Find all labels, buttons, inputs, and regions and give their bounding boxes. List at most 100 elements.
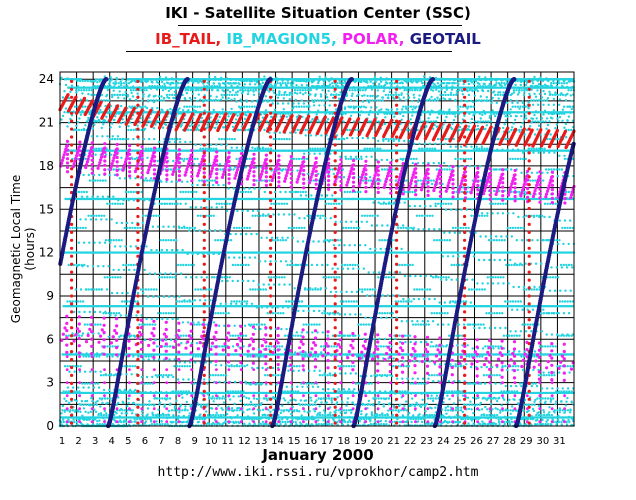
magion5-point bbox=[344, 251, 348, 254]
magion5-point bbox=[295, 105, 298, 108]
magion5-point bbox=[418, 214, 421, 217]
magion5-point bbox=[74, 226, 77, 230]
magion5-point bbox=[497, 420, 501, 424]
magion5-point bbox=[363, 214, 366, 217]
magion5-point bbox=[430, 374, 434, 377]
magion5-point bbox=[485, 312, 488, 315]
magion5-point bbox=[346, 190, 349, 194]
magion5-point bbox=[235, 300, 238, 303]
magion5-point bbox=[502, 390, 506, 393]
magion5-point bbox=[363, 147, 366, 150]
magion5-point bbox=[218, 197, 221, 201]
magion5-point bbox=[289, 263, 292, 267]
magion5-point bbox=[355, 149, 359, 152]
magion5-point bbox=[143, 179, 146, 182]
magion5-point bbox=[420, 147, 424, 150]
magion5-point bbox=[310, 149, 313, 152]
magion5-point bbox=[511, 111, 514, 114]
magion5-point bbox=[402, 105, 405, 108]
magion5-point bbox=[556, 149, 559, 152]
magion5-point bbox=[377, 416, 380, 419]
magion5-point bbox=[327, 197, 330, 201]
magion5-point bbox=[341, 416, 344, 419]
magion5-point bbox=[277, 93, 281, 97]
magion5-point bbox=[238, 226, 241, 230]
magion5-point bbox=[180, 251, 183, 254]
magion5-point bbox=[266, 374, 269, 377]
magion5-point bbox=[254, 147, 257, 150]
magion5-point bbox=[542, 312, 546, 315]
magion5-point bbox=[414, 323, 417, 326]
magion5-point bbox=[275, 93, 278, 97]
magion5-point bbox=[558, 86, 561, 89]
magion5-point bbox=[558, 300, 562, 303]
magion5-point bbox=[280, 409, 283, 412]
magion5-point bbox=[171, 251, 174, 254]
magion5-point bbox=[377, 345, 380, 348]
magion5-point bbox=[357, 382, 360, 385]
magion5-point bbox=[505, 263, 508, 267]
magion5-point bbox=[524, 323, 527, 326]
magion5-point bbox=[299, 89, 302, 92]
magion5-point bbox=[559, 263, 563, 267]
magion5-point bbox=[381, 251, 384, 254]
magion5-point bbox=[139, 403, 143, 406]
magion5-point bbox=[66, 365, 69, 368]
magion5-point bbox=[514, 105, 517, 108]
magion5-point bbox=[503, 86, 506, 89]
magion5-point bbox=[195, 323, 199, 326]
magion5-point bbox=[117, 82, 120, 85]
magion5-point bbox=[400, 197, 403, 201]
magion5-point bbox=[219, 168, 222, 171]
magion5-point bbox=[536, 397, 539, 400]
magion5-point bbox=[71, 226, 74, 230]
magion5-point bbox=[421, 85, 425, 88]
magion5-point bbox=[397, 226, 400, 230]
magion5-point bbox=[220, 93, 223, 97]
magion5-point bbox=[526, 251, 529, 254]
magion5-point bbox=[473, 197, 476, 201]
magion5-point bbox=[389, 305, 392, 308]
magion5-point bbox=[490, 251, 494, 254]
magion5-point bbox=[281, 420, 284, 424]
magion5-point bbox=[151, 353, 154, 356]
magion5-point bbox=[150, 423, 154, 426]
magion5-point bbox=[320, 111, 323, 114]
magion5-point bbox=[88, 251, 92, 254]
magion5-point bbox=[126, 226, 129, 230]
magion5-point bbox=[404, 105, 407, 108]
magion5-point bbox=[284, 420, 287, 424]
magion5-point bbox=[246, 355, 249, 358]
magion5-point bbox=[146, 251, 149, 254]
magion5-point bbox=[319, 345, 323, 348]
magion5-point bbox=[217, 312, 220, 315]
magion5-point bbox=[353, 403, 356, 406]
magion5-point bbox=[225, 93, 229, 97]
magion5-point bbox=[453, 305, 456, 308]
magion5-point bbox=[65, 390, 68, 393]
magion5-point bbox=[317, 423, 320, 426]
magion5-point bbox=[158, 416, 162, 419]
magion5-point bbox=[399, 251, 402, 254]
magion5-point bbox=[160, 276, 164, 279]
magion5-point bbox=[419, 120, 422, 123]
magion5-point bbox=[316, 305, 319, 308]
magion5-point bbox=[107, 312, 110, 315]
magion5-point bbox=[302, 323, 305, 326]
magion5-point bbox=[381, 239, 384, 242]
magion5-point bbox=[482, 374, 486, 377]
magion5-point bbox=[314, 391, 318, 395]
magion5-point bbox=[310, 120, 313, 123]
magion5-point bbox=[81, 79, 84, 83]
magion5-point bbox=[522, 288, 525, 291]
magion5-point bbox=[305, 391, 308, 395]
magion5-point bbox=[506, 226, 509, 230]
magion5-point bbox=[371, 305, 374, 308]
magion5-point bbox=[251, 214, 254, 217]
magion5-point bbox=[339, 300, 343, 303]
magion5-point bbox=[68, 300, 72, 303]
magion5-point bbox=[308, 147, 312, 150]
magion5-point bbox=[275, 86, 278, 89]
magion5-point bbox=[154, 374, 157, 377]
magion5-point bbox=[445, 251, 448, 254]
